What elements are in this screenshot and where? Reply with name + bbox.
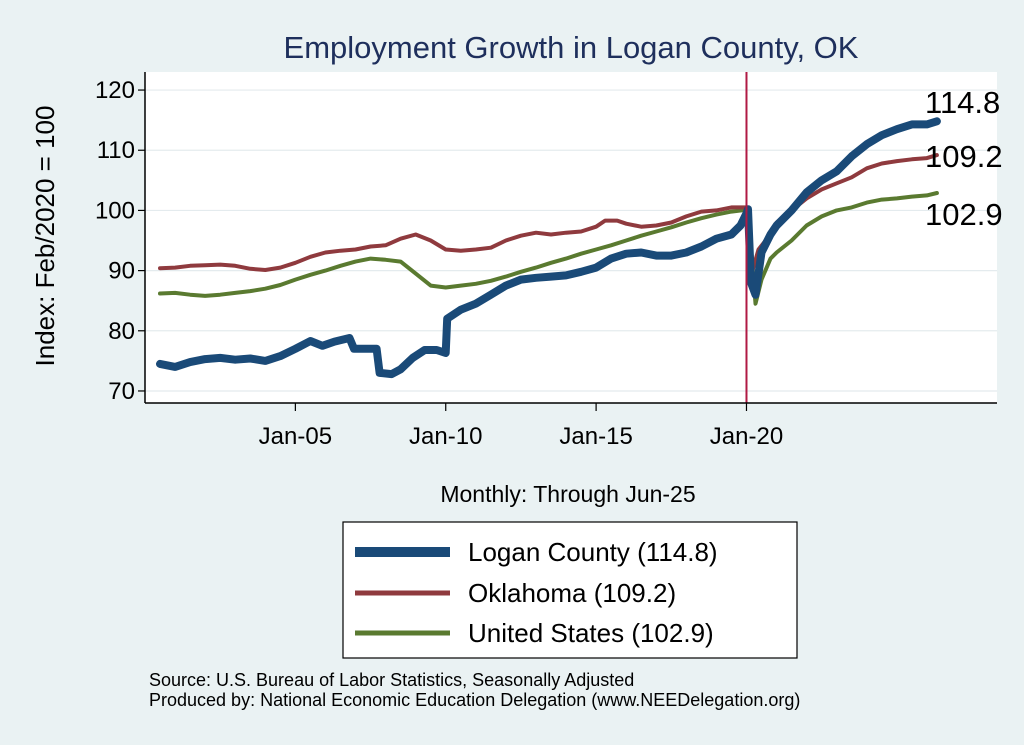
source-note: Source: U.S. Bureau of Labor Statistics,…	[149, 670, 635, 690]
legend-label-logan-county: Logan County (114.8)	[468, 537, 718, 567]
y-tick-label-70: 70	[108, 378, 135, 405]
series-line-united-states	[158, 191, 939, 306]
footer: Source: U.S. Bureau of Labor Statistics,…	[149, 670, 800, 710]
x-tick-label-Jan-20: Jan-20	[710, 423, 783, 450]
y-tick-label-110: 110	[97, 137, 135, 164]
end-label-united-states: 102.9	[925, 197, 1003, 232]
series-line-logan-county	[156, 117, 941, 379]
x-tick-label-Jan-10: Jan-10	[409, 423, 482, 450]
legend: Logan County (114.8) Oklahoma (109.2) Unit…	[355, 537, 718, 648]
end-labels: 114.8 109.2 102.9	[925, 85, 1003, 232]
y-tick-label-80: 80	[108, 318, 135, 345]
end-label-logan-county: 114.8	[925, 85, 1000, 120]
y-axis-label: Index: Feb/2020 = 100	[30, 106, 60, 367]
x-tick-label-Jan-05: Jan-05	[259, 423, 332, 450]
plot-area	[145, 72, 997, 403]
y-tick-label-90: 90	[108, 258, 135, 285]
chart-title: Employment Growth in Logan County, OK	[284, 30, 859, 65]
y-tick-label-100: 100	[95, 197, 135, 224]
y-tick-label-120: 120	[95, 77, 135, 104]
x-axis-ticks: Jan-05 Jan-10 Jan-15 Jan-20	[259, 403, 783, 450]
producer-note: Produced by: National Economic Education…	[149, 690, 801, 710]
x-tick-label-Jan-15: Jan-15	[559, 423, 632, 450]
legend-label-united-states: United States (102.9)	[468, 618, 714, 648]
legend-label-oklahoma: Oklahoma (109.2)	[468, 578, 676, 608]
end-label-oklahoma: 109.2	[925, 139, 1003, 174]
y-axis-ticks: 70 80 90 100 110 120	[95, 77, 145, 405]
series-lines	[156, 117, 941, 379]
x-axis-label: Monthly: Through Jun-25	[440, 481, 695, 507]
